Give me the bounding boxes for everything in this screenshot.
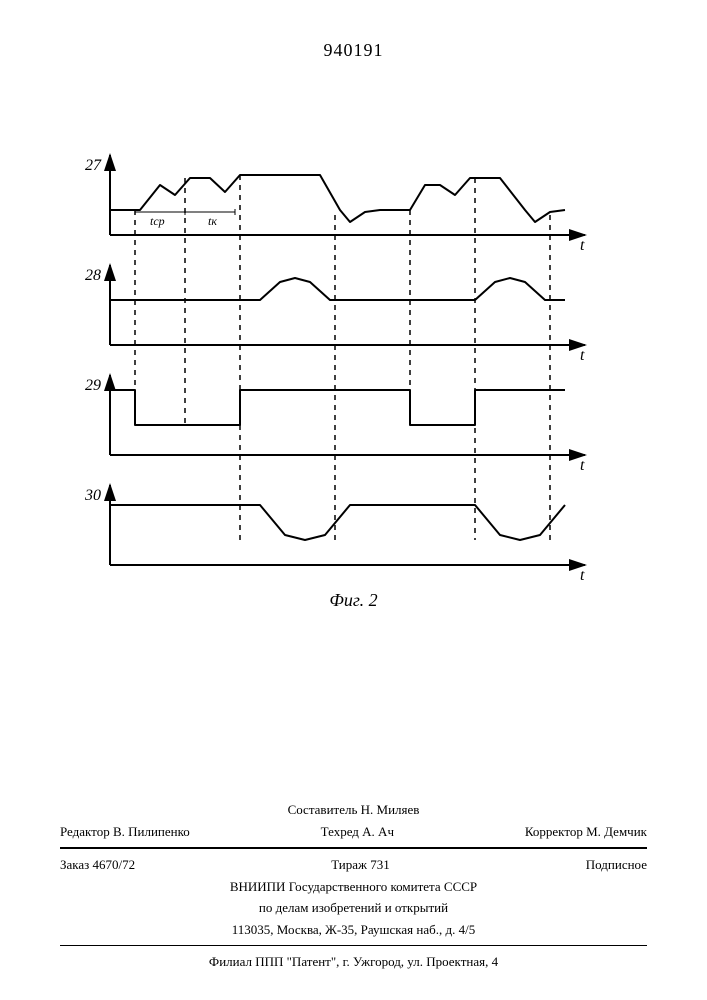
footer-tirage: Тираж 731: [331, 855, 390, 875]
svg-text:27: 27: [85, 157, 102, 174]
footer-compiler: Составитель Н. Миляев: [60, 800, 647, 820]
footer-order: Заказ 4670/72: [60, 855, 135, 875]
footer-divider-2: [60, 945, 647, 946]
timing-diagram: 27 t tср tк 28 t 29 t 30 t: [80, 150, 600, 580]
compiler-label: Составитель: [288, 802, 358, 817]
footer-techred: Техред А. Ач: [321, 822, 394, 842]
svg-text:t: t: [580, 567, 585, 580]
figure-container: 27 t tср tк 28 t 29 t 30 t: [80, 150, 600, 580]
footer-corrector: Корректор М. Демчик: [525, 822, 647, 842]
svg-text:30: 30: [84, 487, 101, 504]
footer-org1: ВНИИПИ Государственного комитета СССР: [60, 877, 647, 897]
footer: Составитель Н. Миляев Редактор В. Пилипе…: [60, 800, 647, 974]
figure-caption: Фиг. 2: [0, 590, 707, 611]
footer-credits-row: Редактор В. Пилипенко Техред А. Ач Корре…: [60, 822, 647, 842]
footer-branch: Филиал ППП "Патент", г. Ужгород, ул. Про…: [60, 952, 647, 972]
compiler-name: Н. Миляев: [361, 802, 420, 817]
svg-text:29: 29: [85, 377, 101, 394]
page: 940191 27 t tср tк 28 t 29 t 30 t Фиг. 2 Составит…: [0, 0, 707, 1000]
footer-org2: по делам изобретений и открытий: [60, 898, 647, 918]
svg-text:t: t: [580, 237, 585, 254]
svg-text:28: 28: [85, 267, 101, 284]
footer-address: 113035, Москва, Ж-35, Раушская наб., д. …: [60, 920, 647, 940]
footer-editor: Редактор В. Пилипенко: [60, 822, 190, 842]
patent-number: 940191: [0, 40, 707, 61]
footer-divider-1: [60, 847, 647, 849]
svg-text:t: t: [580, 457, 585, 474]
svg-text:t: t: [580, 347, 585, 364]
footer-print-row: Заказ 4670/72 Тираж 731 Подписное: [60, 855, 647, 875]
svg-text:tср: tср: [150, 214, 165, 228]
svg-text:tк: tк: [208, 214, 217, 228]
footer-subscription: Подписное: [586, 855, 647, 875]
